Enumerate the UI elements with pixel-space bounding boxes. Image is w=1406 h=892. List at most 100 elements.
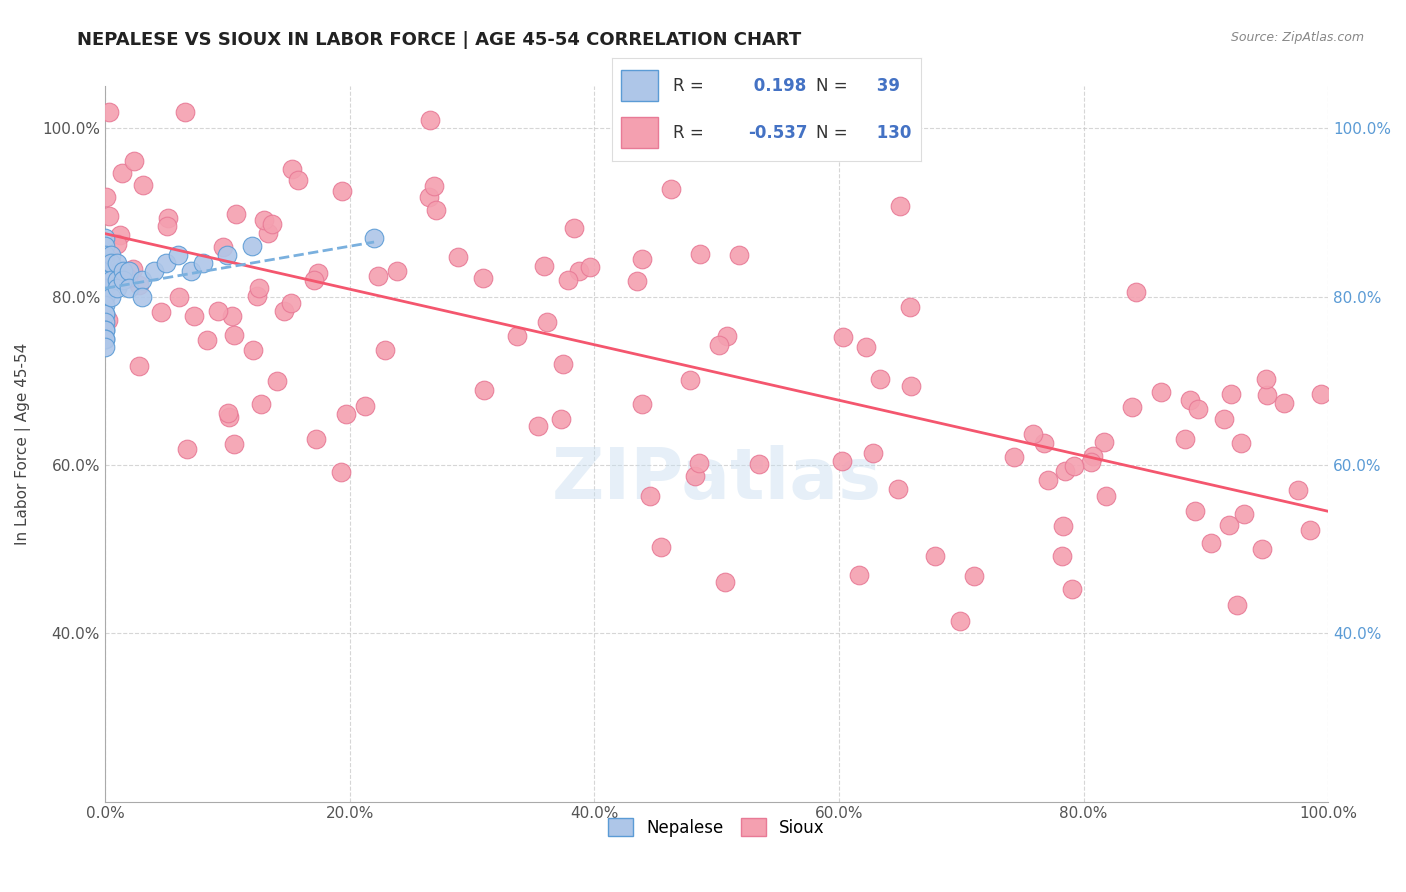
Point bbox=[707, 338, 730, 352]
Point bbox=[631, 252, 654, 266]
Point bbox=[128, 277, 150, 292]
Point bbox=[307, 266, 329, 280]
Point bbox=[1080, 455, 1102, 469]
Point bbox=[105, 281, 128, 295]
Point bbox=[1212, 411, 1234, 425]
Point bbox=[250, 397, 273, 411]
Point bbox=[963, 569, 986, 583]
Point bbox=[131, 290, 153, 304]
Point bbox=[207, 304, 229, 318]
Point bbox=[94, 307, 117, 321]
Text: Source: ZipAtlas.com: Source: ZipAtlas.com bbox=[1230, 31, 1364, 45]
Point bbox=[1021, 427, 1043, 442]
Point bbox=[94, 264, 117, 278]
Point bbox=[330, 184, 353, 198]
Point bbox=[112, 273, 135, 287]
Point bbox=[167, 247, 190, 261]
Point bbox=[304, 273, 326, 287]
Point bbox=[1060, 582, 1083, 596]
Point bbox=[94, 281, 117, 295]
Point bbox=[155, 256, 177, 270]
Point bbox=[831, 454, 853, 468]
Point bbox=[100, 256, 122, 270]
Text: R =: R = bbox=[673, 77, 704, 95]
Point bbox=[1121, 400, 1143, 414]
Point bbox=[447, 250, 470, 264]
Point bbox=[855, 340, 877, 354]
Point bbox=[679, 373, 702, 387]
Point bbox=[242, 343, 264, 357]
Point bbox=[247, 281, 270, 295]
Point bbox=[716, 329, 738, 343]
Point bbox=[246, 289, 269, 303]
Point bbox=[1063, 459, 1085, 474]
Point bbox=[118, 281, 141, 295]
Point bbox=[176, 442, 198, 457]
Point bbox=[425, 202, 447, 217]
Point bbox=[96, 190, 118, 204]
Point bbox=[832, 330, 855, 344]
Point bbox=[100, 273, 122, 287]
Point bbox=[94, 323, 117, 337]
Point bbox=[100, 290, 122, 304]
Point bbox=[472, 271, 495, 285]
Point bbox=[94, 332, 117, 346]
Point bbox=[167, 290, 190, 304]
Point bbox=[1233, 508, 1256, 522]
Point bbox=[1092, 435, 1115, 450]
Point bbox=[898, 300, 921, 314]
Point bbox=[94, 307, 117, 321]
Point bbox=[1309, 387, 1331, 401]
Point bbox=[557, 273, 579, 287]
Point bbox=[94, 340, 117, 354]
Point bbox=[568, 264, 591, 278]
Point bbox=[94, 256, 117, 270]
Point bbox=[218, 409, 240, 424]
Point bbox=[142, 264, 165, 278]
Point bbox=[191, 256, 214, 270]
Point bbox=[97, 104, 120, 119]
Point bbox=[156, 219, 179, 234]
Point bbox=[659, 182, 682, 196]
Point bbox=[1256, 388, 1278, 402]
Point bbox=[1225, 599, 1247, 613]
Point bbox=[335, 407, 357, 421]
Point bbox=[117, 271, 139, 285]
Point bbox=[1274, 396, 1296, 410]
Point bbox=[1250, 541, 1272, 556]
Point bbox=[112, 264, 135, 278]
Point bbox=[287, 173, 309, 187]
Point bbox=[180, 264, 202, 278]
Point bbox=[183, 309, 205, 323]
Point bbox=[419, 112, 441, 127]
Legend: Nepalese, Sioux: Nepalese, Sioux bbox=[602, 812, 831, 843]
Point bbox=[149, 304, 172, 318]
Point bbox=[156, 211, 179, 225]
Point bbox=[848, 567, 870, 582]
Point bbox=[374, 343, 396, 357]
Point bbox=[579, 260, 602, 274]
Point bbox=[728, 247, 751, 261]
Point bbox=[688, 457, 710, 471]
Point bbox=[1174, 432, 1197, 446]
Point bbox=[423, 179, 446, 194]
FancyBboxPatch shape bbox=[621, 70, 658, 101]
Point bbox=[132, 178, 155, 192]
Point bbox=[173, 104, 195, 119]
Point bbox=[94, 298, 117, 312]
Point bbox=[1299, 523, 1322, 537]
Point bbox=[1036, 473, 1059, 487]
Point bbox=[217, 247, 239, 261]
Point bbox=[105, 236, 128, 251]
Text: 0.198: 0.198 bbox=[748, 77, 806, 95]
Point bbox=[94, 290, 117, 304]
Point bbox=[1033, 436, 1056, 450]
Point bbox=[1187, 402, 1209, 417]
Point bbox=[1052, 518, 1074, 533]
Point bbox=[1229, 436, 1251, 450]
Point bbox=[1218, 518, 1240, 533]
Point bbox=[1184, 504, 1206, 518]
Point bbox=[94, 332, 117, 346]
Point bbox=[689, 247, 711, 261]
Text: 130: 130 bbox=[872, 124, 912, 142]
